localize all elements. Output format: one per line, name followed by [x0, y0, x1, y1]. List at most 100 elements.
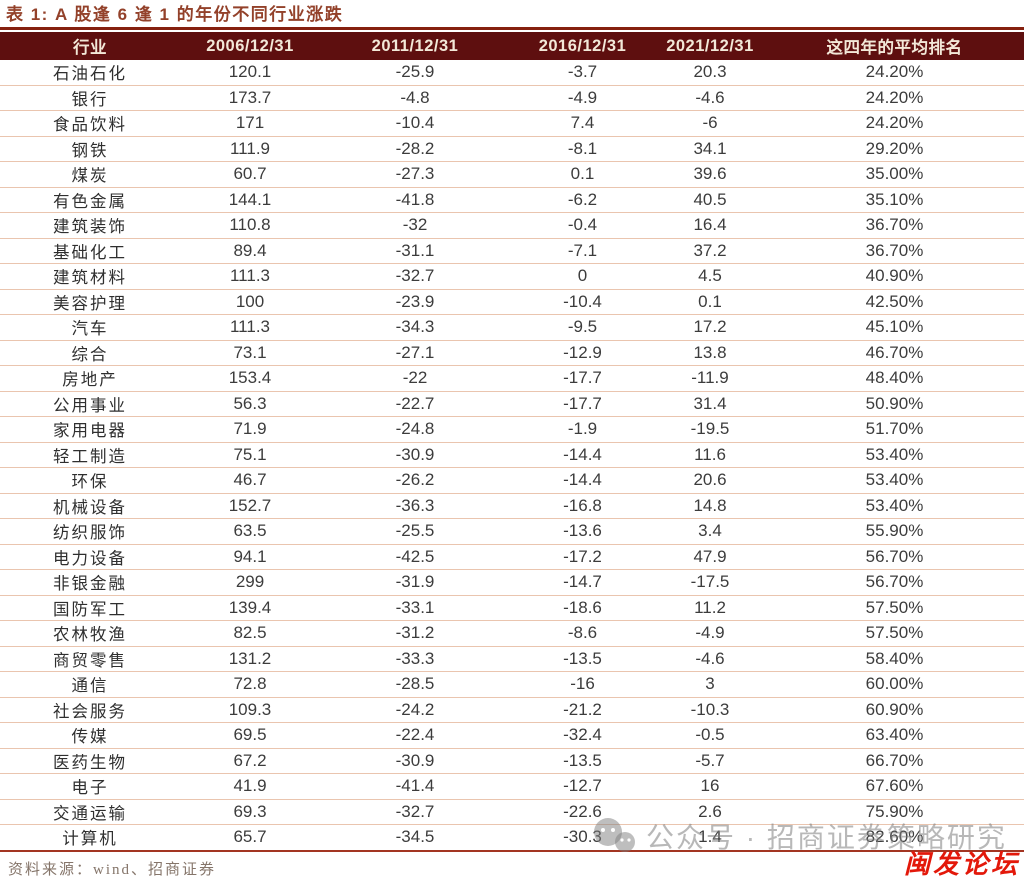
cell-value: -19.5 — [655, 416, 765, 443]
cell-value: -13.6 — [510, 518, 655, 545]
cell-value: -7.1 — [510, 238, 655, 264]
cell-value: 67.2 — [180, 748, 320, 774]
cell-industry: 汽车 — [0, 314, 180, 341]
cell-value: -17.7 — [510, 391, 655, 417]
cell-industry: 电力设备 — [0, 544, 180, 570]
table-row: 社会服务 109.3 -24.2 -21.2 -10.3 60.90% — [0, 697, 1024, 723]
cell-value: -21.2 — [510, 697, 655, 723]
cell-value: 11.2 — [655, 595, 765, 621]
cell-value: -11.9 — [655, 365, 765, 392]
cell-value: 56.3 — [180, 391, 320, 417]
cell-value: 82.60% — [765, 824, 1024, 852]
cell-value: 109.3 — [180, 697, 320, 723]
cell-industry: 有色金属 — [0, 187, 180, 213]
cell-industry: 银行 — [0, 85, 180, 111]
cell-value: -30.9 — [320, 442, 510, 468]
cell-value: 72.8 — [180, 671, 320, 698]
cell-value: 20.3 — [655, 60, 765, 86]
cell-value: 75.90% — [765, 799, 1024, 825]
cell-value: -3.7 — [510, 60, 655, 86]
cell-value: -41.8 — [320, 187, 510, 213]
cell-value: 39.6 — [655, 161, 765, 188]
cell-value: 42.50% — [765, 289, 1024, 315]
table-body: 石油石化 120.1 -25.9 -3.7 20.3 24.20% 银行 173.7 -4.8-… — [0, 60, 1024, 852]
cell-value: 73.1 — [180, 340, 320, 366]
cell-industry: 环保 — [0, 467, 180, 494]
cell-value: 31.4 — [655, 391, 765, 417]
column-header-3: 2016/12/31 — [510, 32, 655, 60]
cell-value: 55.90% — [765, 518, 1024, 545]
cell-industry: 商贸零售 — [0, 646, 180, 672]
cell-value: -9.5 — [510, 314, 655, 341]
cell-value: 71.9 — [180, 416, 320, 443]
cell-value: -34.3 — [320, 314, 510, 341]
cell-industry: 美容护理 — [0, 289, 180, 315]
cell-value: 60.00% — [765, 671, 1024, 698]
cell-value: 0.1 — [655, 289, 765, 315]
cell-value: -4.6 — [655, 646, 765, 672]
table-row: 环保 46.7 -26.2 -14.4 20.6 53.40% — [0, 467, 1024, 494]
cell-value: -22.6 — [510, 799, 655, 825]
table-row: 国防军工 139.4 -33.1 -18.6 11.2 57.50% — [0, 595, 1024, 621]
table-row: 公用事业 56.3 -22.7 -17.7 31.4 50.90% — [0, 391, 1024, 417]
cell-value: 63.5 — [180, 518, 320, 545]
cell-industry: 基础化工 — [0, 238, 180, 264]
cell-value: 48.40% — [765, 365, 1024, 392]
cell-value: 45.10% — [765, 314, 1024, 341]
cell-value: -33.3 — [320, 646, 510, 672]
cell-value: -6 — [655, 110, 765, 137]
cell-value: 34.1 — [655, 136, 765, 162]
cell-value: -31.9 — [320, 569, 510, 596]
cell-value: 40.5 — [655, 187, 765, 213]
cell-value: 57.50% — [765, 595, 1024, 621]
title-rule — [0, 27, 1024, 30]
cell-value: 111.3 — [180, 263, 320, 290]
table-row: 计算机 65.7 -34.5 -30.3 1.4 82.60% — [0, 824, 1024, 852]
cell-value: -30.9 — [320, 748, 510, 774]
cell-value: -23.9 — [320, 289, 510, 315]
table-row: 煤炭 60.7 -27.3 0.1 39.6 35.00% — [0, 161, 1024, 188]
cell-value: -36.3 — [320, 493, 510, 519]
table-row: 农林牧渔 82.5 -31.2 -8.6 -4.9 57.50% — [0, 620, 1024, 647]
table-row: 钢铁 111.9 -28.2 -8.1 34.1 29.20% — [0, 136, 1024, 162]
cell-value: 173.7 — [180, 85, 320, 111]
table-row: 商贸零售 131.2 -33.3 -13.5 -4.6 58.40% — [0, 646, 1024, 672]
cell-value: 53.40% — [765, 442, 1024, 468]
cell-value: 111.3 — [180, 314, 320, 341]
cell-value: -28.2 — [320, 136, 510, 162]
table-row: 纺织服饰 63.5 -25.5 -13.6 3.4 55.90% — [0, 518, 1024, 545]
cell-value: 0 — [510, 263, 655, 290]
cell-value: 29.20% — [765, 136, 1024, 162]
cell-value: 299 — [180, 569, 320, 596]
table-title: 表 1: A 股逢 6 逢 1 的年份不同行业涨跌 — [6, 5, 344, 24]
cell-value: -12.9 — [510, 340, 655, 366]
cell-value: 69.5 — [180, 722, 320, 749]
cell-value: 35.10% — [765, 187, 1024, 213]
cell-value: 16.4 — [655, 212, 765, 239]
cell-value: 58.40% — [765, 646, 1024, 672]
forum-stamp: 闽发论坛 — [903, 850, 1020, 879]
cell-value: 16 — [655, 773, 765, 800]
header-row: 行业 2006/12/31 2011/12/31 2016/12/31 2021/12/… — [0, 32, 1024, 60]
table-row: 轻工制造 75.1 -30.9 -14.4 11.6 53.40% — [0, 442, 1024, 468]
cell-value: 36.70% — [765, 212, 1024, 239]
cell-value: -32 — [320, 212, 510, 239]
cell-industry: 国防军工 — [0, 595, 180, 621]
cell-value: 36.70% — [765, 238, 1024, 264]
cell-value: -17.2 — [510, 544, 655, 570]
cell-value: 139.4 — [180, 595, 320, 621]
cell-value: -16.8 — [510, 493, 655, 519]
cell-value: -22.7 — [320, 391, 510, 417]
cell-industry: 农林牧渔 — [0, 620, 180, 647]
table-row: 银行 173.7 -4.8 -4.9 -4.6 24.20% — [0, 85, 1024, 111]
cell-industry: 医药生物 — [0, 748, 180, 774]
cell-industry: 公用事业 — [0, 391, 180, 417]
cell-industry: 轻工制造 — [0, 442, 180, 468]
table-row: 房地产 153.4 -22 -17.7 -11.9 48.40% — [0, 365, 1024, 392]
table-header: 行业 2006/12/31 2011/12/31 2016/12/31 2021/12/… — [0, 32, 1024, 60]
cell-value: -28.5 — [320, 671, 510, 698]
cell-value: -8.1 — [510, 136, 655, 162]
cell-value: -27.3 — [320, 161, 510, 188]
cell-value: 24.20% — [765, 60, 1024, 86]
table-row: 电力设备 94.1 -42.5 -17.2 47.9 56.70% — [0, 544, 1024, 570]
